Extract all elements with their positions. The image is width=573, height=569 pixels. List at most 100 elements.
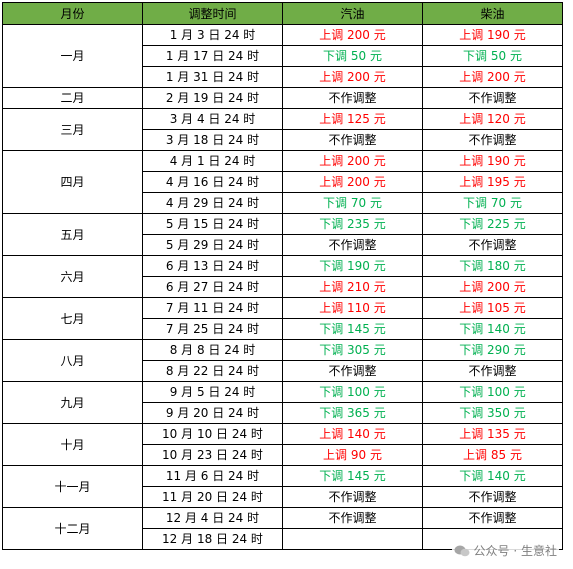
date-cell: 8 月 8 日 24 时 [142, 339, 283, 361]
gasoline-cell: 下调 190 元 [282, 255, 423, 277]
date-cell: 8 月 22 日 24 时 [142, 360, 283, 382]
table-row: 六月 6 月 13 日 24 时下调 190 元下调 180 元 [2, 255, 563, 298]
date-cell: 9 月 20 日 24 时 [142, 402, 283, 424]
gasoline-cell: 下调 70 元 [282, 192, 423, 214]
date-cell: 7 月 25 日 24 时 [142, 318, 283, 340]
diesel-cell: 下调 290 元 [422, 339, 563, 361]
table-row: 一月 1 月 3 日 24 时上调 200 元上调 190 元 [2, 24, 563, 88]
gasoline-cell: 不作调整 [282, 486, 423, 508]
diesel-cell: 不作调整 [422, 87, 563, 109]
month-cell: 六月 [2, 255, 143, 298]
gasoline-cell: 下调 235 元 [282, 213, 423, 235]
table-row: 4 月 29 日 24 时下调 70 元下调 70 元 [3, 192, 563, 214]
date-cell: 3 月 18 日 24 时 [142, 129, 283, 151]
table-row: 7 月 25 日 24 时下调 145 元下调 140 元 [3, 318, 563, 340]
table-row: 五月 5 月 15 日 24 时下调 235 元下调 225 元 [2, 213, 563, 256]
header-date: 调整时间 [142, 2, 283, 25]
table-row: 十二月 12 月 4 日 24 时不作调整 不作调整 [2, 507, 563, 550]
gasoline-cell: 下调 145 元 [282, 318, 423, 340]
table-row: 十月 10 月 10 日 24 时上调 140 元上调 135 元 [2, 423, 563, 466]
table-row: 11 月 20 日 24 时不作调整 不作调整 [3, 486, 563, 508]
header-diesel: 柴油 [422, 2, 563, 25]
month-cell: 九月 [2, 381, 143, 424]
date-cell: 4 月 1 日 24 时 [142, 150, 283, 172]
date-cell: 11 月 20 日 24 时 [142, 486, 283, 508]
table-row: 4 月 16 日 24 时上调 200 元上调 195 元 [3, 171, 563, 193]
gasoline-cell: 上调 200 元 [282, 66, 423, 88]
table-row: 四月 4 月 1 日 24 时上调 200 元上调 190 元 [2, 150, 563, 214]
month-cell: 三月 [2, 108, 143, 151]
date-cell: 12 月 4 日 24 时 [142, 507, 283, 529]
date-cell: 6 月 13 日 24 时 [142, 255, 283, 277]
wechat-icon [454, 545, 470, 556]
watermark-text: 公众号 · 生意社 [473, 544, 557, 558]
table-row: 三月 3 月 4 日 24 时上调 125 元上调 120 元 [2, 108, 563, 151]
gasoline-cell: 下调 365 元 [282, 402, 423, 424]
date-cell: 10 月 23 日 24 时 [142, 444, 283, 466]
gasoline-cell: 上调 200 元 [282, 171, 423, 193]
diesel-cell: 不作调整 [422, 486, 563, 508]
gasoline-cell: 上调 90 元 [282, 444, 423, 466]
gasoline-cell: 下调 145 元 [282, 465, 423, 487]
diesel-cell: 下调 225 元 [422, 213, 563, 235]
gasoline-cell: 不作调整 [282, 87, 423, 109]
fuel-price-table: 月份 调整时间 汽油 柴油 一月 1 月 3 日 24 时上调 200 元上调 1… [2, 2, 563, 550]
date-cell: 9 月 5 日 24 时 [142, 381, 283, 403]
date-cell: 6 月 27 日 24 时 [142, 276, 283, 298]
table-row: 12 月 18 日 24 时 [3, 528, 563, 550]
month-cell: 十二月 [2, 507, 143, 550]
diesel-cell: 上调 105 元 [422, 297, 563, 319]
header-gasoline: 汽油 [282, 2, 423, 25]
diesel-cell: 上调 135 元 [422, 423, 563, 445]
diesel-cell: 下调 100 元 [422, 381, 563, 403]
diesel-cell: 上调 200 元 [422, 276, 563, 298]
diesel-cell: 下调 140 元 [422, 318, 563, 340]
month-cell: 五月 [2, 213, 143, 256]
diesel-cell: 上调 85 元 [422, 444, 563, 466]
date-cell: 4 月 16 日 24 时 [142, 171, 283, 193]
table-row: 十一月 11 月 6 日 24 时下调 145 元下调 140 元 [2, 465, 563, 508]
month-cell: 四月 [2, 150, 143, 214]
month-cell: 十一月 [2, 465, 143, 508]
gasoline-cell: 不作调整 [282, 234, 423, 256]
diesel-cell: 不作调整 [422, 360, 563, 382]
month-cell: 十月 [2, 423, 143, 466]
date-cell: 7 月 11 日 24 时 [142, 297, 283, 319]
date-cell: 1 月 3 日 24 时 [142, 24, 283, 46]
gasoline-cell: 下调 305 元 [282, 339, 423, 361]
date-cell: 2 月 19 日 24 时 [142, 87, 283, 109]
diesel-cell: 下调 180 元 [422, 255, 563, 277]
date-cell: 3 月 4 日 24 时 [142, 108, 283, 130]
table-row: 七月 7 月 11 日 24 时上调 110 元上调 105 元 [2, 297, 563, 340]
month-cell: 七月 [2, 297, 143, 340]
gasoline-cell: 下调 100 元 [282, 381, 423, 403]
table-row: 八月 8 月 8 日 24 时下调 305 元下调 290 元 [2, 339, 563, 382]
diesel-cell: 不作调整 [422, 234, 563, 256]
table-row: 1 月 31 日 24 时上调 200 元上调 200 元 [3, 66, 563, 88]
gasoline-cell: 下调 50 元 [282, 45, 423, 67]
diesel-cell: 不作调整 [422, 507, 563, 529]
table-row: 6 月 27 日 24 时上调 210 元上调 200 元 [3, 276, 563, 298]
diesel-cell: 不作调整 [422, 129, 563, 151]
gasoline-cell: 上调 110 元 [282, 297, 423, 319]
header-row: 月份 调整时间 汽油 柴油 [2, 2, 563, 25]
date-cell: 12 月 18 日 24 时 [142, 528, 283, 550]
gasoline-cell: 不作调整 [282, 507, 423, 529]
diesel-cell: 上调 195 元 [422, 171, 563, 193]
gasoline-cell: 上调 140 元 [282, 423, 423, 445]
table-row: 九月 9 月 5 日 24 时下调 100 元下调 100 元 [2, 381, 563, 424]
diesel-cell: 上调 190 元 [422, 24, 563, 46]
date-cell: 4 月 29 日 24 时 [142, 192, 283, 214]
date-cell: 5 月 29 日 24 时 [142, 234, 283, 256]
date-cell: 1 月 31 日 24 时 [142, 66, 283, 88]
diesel-cell: 上调 190 元 [422, 150, 563, 172]
diesel-cell: 下调 50 元 [422, 45, 563, 67]
table-row: 二月 2 月 19 日 24 时不作调整 不作调整 [2, 87, 563, 109]
table-row: 5 月 29 日 24 时不作调整 不作调整 [3, 234, 563, 256]
gasoline-cell: 上调 125 元 [282, 108, 423, 130]
month-cell: 二月 [2, 87, 143, 109]
gasoline-cell: 不作调整 [282, 360, 423, 382]
date-cell: 5 月 15 日 24 时 [142, 213, 283, 235]
gasoline-cell: 上调 210 元 [282, 276, 423, 298]
